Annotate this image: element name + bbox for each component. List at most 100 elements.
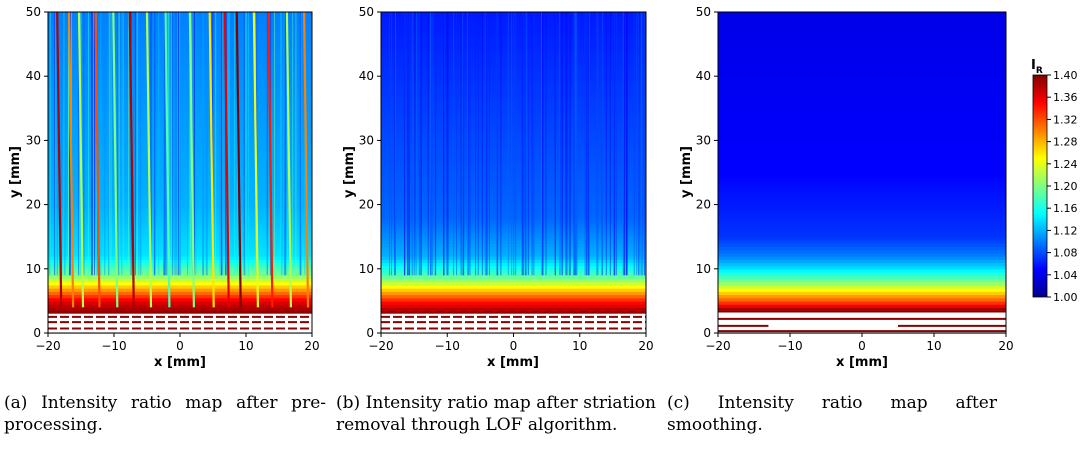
heatmap-band: [718, 294, 1006, 299]
panel-b: −20 −10 0 10 20 0 10 20 30 40 50 x [mm] y [mm]: [342, 5, 654, 370]
heatmap-band: [48, 278, 312, 283]
heatmap-band: [718, 40, 1006, 45]
colorbar-tick-label: 1.12: [1053, 224, 1078, 237]
heatmap-band: [381, 294, 646, 299]
striation: [267, 11, 274, 308]
panel-b-ylabel: y [mm]: [342, 146, 357, 198]
heatmap-band: [718, 143, 1006, 148]
heatmap-band: [718, 188, 1006, 193]
striation: [223, 11, 230, 308]
heatmap-band: [718, 233, 1006, 238]
striation: [145, 11, 153, 308]
colorbar-title-sub: R: [1036, 66, 1043, 76]
heatmap-band: [48, 300, 312, 305]
heatmap-band: [381, 300, 646, 305]
heatmap-band: [381, 275, 646, 280]
heatmap-band: [718, 249, 1006, 254]
heatmap-band: [718, 307, 1006, 312]
x-tick-label: −20: [368, 339, 393, 353]
heatmap-band: [718, 114, 1006, 119]
heatmap-band: [718, 220, 1006, 225]
y-tick-label: 0: [33, 326, 41, 340]
heatmap-band: [718, 297, 1006, 302]
y-tick-label: 40: [696, 69, 711, 83]
x-tick-label: −10: [435, 339, 460, 353]
heatmap-band: [718, 304, 1006, 308]
colorbar-tick-label: 1.08: [1053, 247, 1078, 260]
heatmap-band: [718, 259, 1006, 263]
heatmap-band: [718, 268, 1006, 273]
heatmap-band: [718, 262, 1006, 267]
panel-c-ylabel: y [mm]: [679, 146, 694, 198]
x-tick-label: 20: [304, 339, 319, 353]
heatmap-band: [718, 275, 1006, 280]
heatmap-band: [718, 111, 1006, 116]
heatmap-band: [718, 281, 1006, 286]
y-tick-label: 20: [26, 198, 41, 212]
heatmap-band: [718, 127, 1006, 132]
heatmap-band: [718, 31, 1006, 36]
heatmap-band: [718, 172, 1006, 177]
heatmap-band: [48, 275, 312, 280]
colorbar-tick-label: 1.16: [1053, 202, 1078, 215]
heatmap-band: [718, 272, 1006, 276]
heatmap-band: [718, 252, 1006, 257]
panel-b-heatmap: [381, 12, 646, 334]
heatmap-band: [718, 230, 1006, 235]
heatmap-band: [718, 47, 1006, 52]
colorbar-tick-label: 1.28: [1053, 136, 1078, 149]
colorbar-tick-label: 1.32: [1053, 113, 1078, 126]
y-tick-label: 10: [359, 262, 374, 276]
y-tick-label: 0: [703, 326, 711, 340]
heatmap-band: [381, 310, 646, 315]
x-tick-label: 20: [998, 339, 1013, 353]
striation: [112, 11, 119, 308]
heatmap-band: [718, 146, 1006, 151]
striation: [77, 11, 85, 308]
heatmap-band: [48, 297, 312, 302]
heatmap-band: [718, 92, 1006, 97]
caption-b: (b) Intensity ratio map after striation …: [336, 392, 656, 436]
heatmap-band: [718, 24, 1006, 29]
heatmap-band: [718, 89, 1006, 93]
heatmap-band: [718, 198, 1006, 202]
panel-b-xlabel: x [mm]: [487, 355, 539, 370]
striation: [235, 11, 242, 308]
heatmap-band: [48, 281, 312, 286]
striation: [128, 11, 135, 308]
heatmap-band: [718, 12, 1006, 16]
heatmap-band: [718, 44, 1006, 48]
heatmap-band: [718, 98, 1006, 103]
heatmap-band: [718, 66, 1006, 71]
y-tick-label: 50: [26, 5, 41, 19]
heatmap-band: [718, 236, 1006, 241]
striation: [252, 11, 259, 308]
y-tick-label: 30: [359, 133, 374, 147]
y-tick-label: 50: [359, 5, 374, 19]
colorbar-tick-label: 1.20: [1053, 180, 1078, 193]
y-tick-label: 40: [26, 69, 41, 83]
x-tick-label: 10: [238, 339, 253, 353]
heatmap-band: [718, 310, 1006, 315]
striation: [56, 11, 63, 308]
heatmap-band: [48, 288, 312, 292]
heatmap-band: [718, 121, 1006, 125]
heatmap-band: [381, 297, 646, 302]
heatmap-band: [48, 304, 312, 308]
panel-a-ylabel: y [mm]: [8, 146, 23, 198]
heatmap-band: [48, 310, 312, 315]
heatmap-band: [718, 133, 1006, 138]
striation: [68, 11, 75, 308]
heatmap-band: [381, 284, 646, 289]
y-tick-label: 10: [26, 262, 41, 276]
heatmap-band: [718, 153, 1006, 158]
panel-a-xlabel: x [mm]: [154, 355, 206, 370]
heatmap-band: [718, 137, 1006, 141]
heatmap-band: [718, 288, 1006, 292]
heatmap-band: [718, 101, 1006, 106]
colorbar-tick-label: 1.04: [1053, 269, 1078, 282]
heatmap-band: [718, 265, 1006, 270]
heatmap-band: [718, 255, 1006, 260]
heatmap-band: [718, 72, 1006, 77]
panel-c-heatmap: [718, 12, 1006, 334]
